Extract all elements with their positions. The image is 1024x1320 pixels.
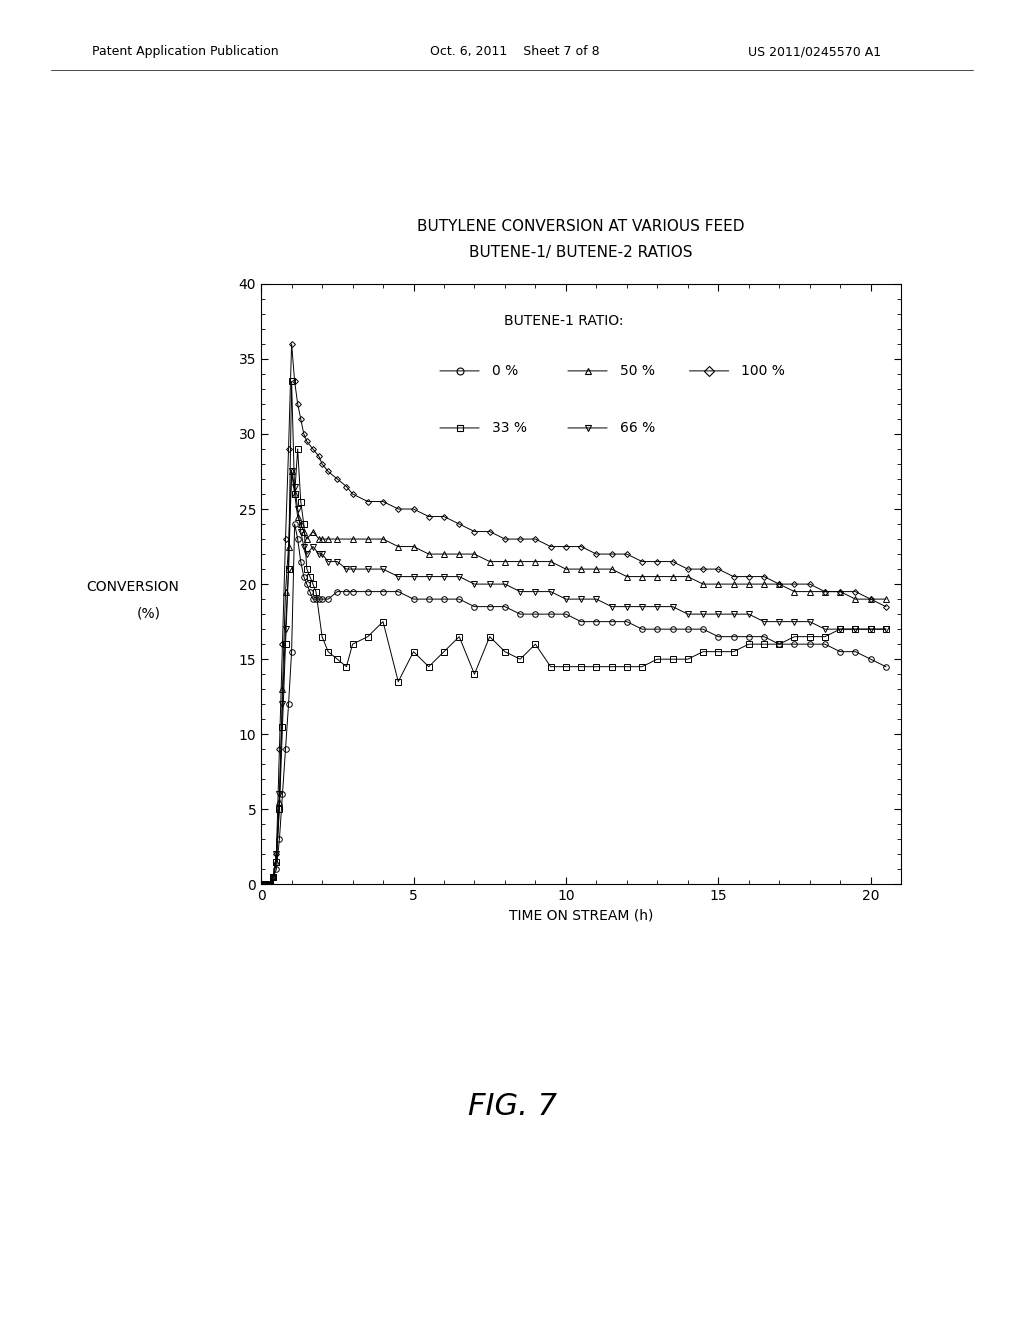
- X-axis label: TIME ON STREAM (h): TIME ON STREAM (h): [509, 908, 653, 923]
- Text: 66 %: 66 %: [620, 421, 654, 436]
- Text: Oct. 6, 2011    Sheet 7 of 8: Oct. 6, 2011 Sheet 7 of 8: [430, 45, 600, 58]
- Text: Patent Application Publication: Patent Application Publication: [92, 45, 279, 58]
- Text: US 2011/0245570 A1: US 2011/0245570 A1: [748, 45, 881, 58]
- Text: 50 %: 50 %: [620, 364, 654, 378]
- Text: 100 %: 100 %: [741, 364, 785, 378]
- Text: 0 %: 0 %: [492, 364, 518, 378]
- Text: (%): (%): [136, 607, 161, 620]
- Text: BUTENE-1/ BUTENE-2 RATIOS: BUTENE-1/ BUTENE-2 RATIOS: [469, 246, 693, 260]
- Text: CONVERSION: CONVERSION: [87, 581, 179, 594]
- Text: BUTENE-1 RATIO:: BUTENE-1 RATIO:: [504, 314, 624, 327]
- Text: BUTYLENE CONVERSION AT VARIOUS FEED: BUTYLENE CONVERSION AT VARIOUS FEED: [418, 219, 744, 234]
- Text: FIG. 7: FIG. 7: [468, 1093, 556, 1122]
- Text: 33 %: 33 %: [492, 421, 526, 436]
